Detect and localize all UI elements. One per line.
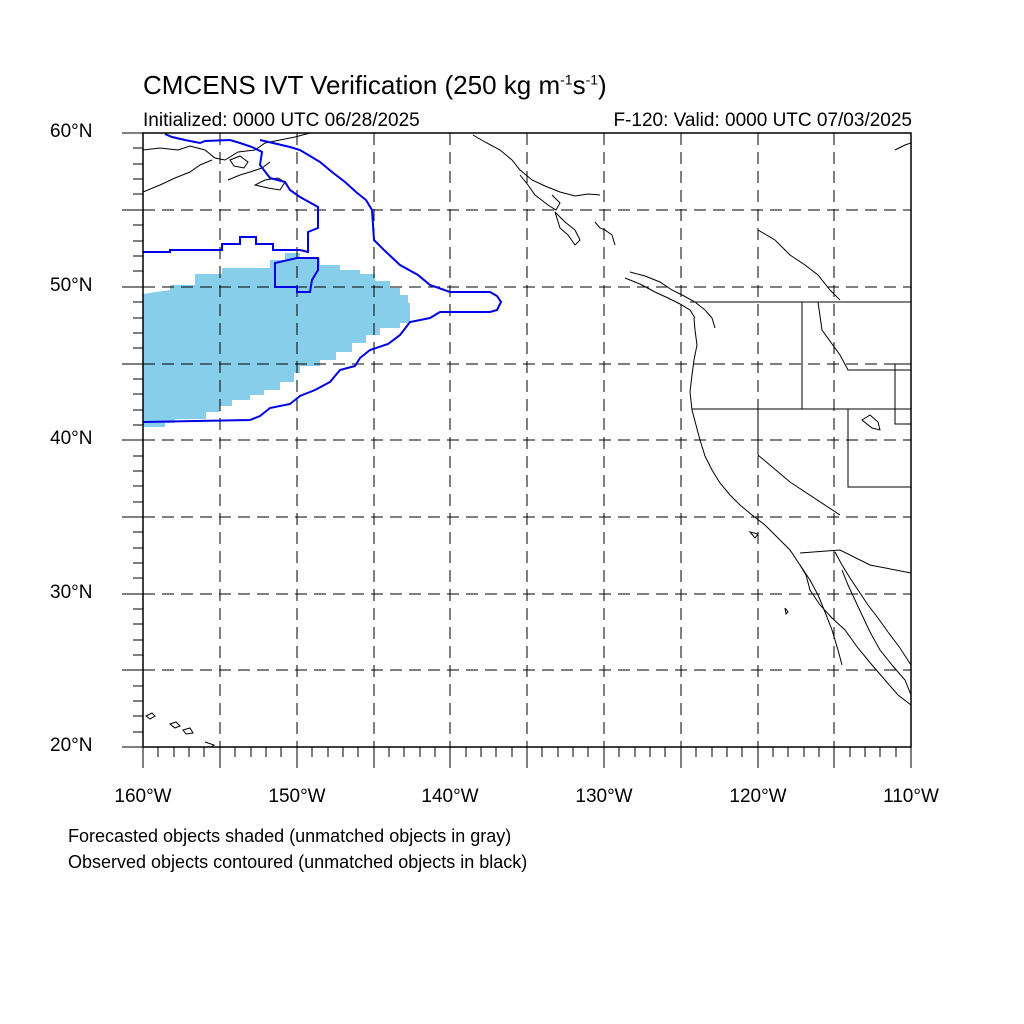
lon-label-120w: 120°W bbox=[729, 786, 787, 807]
observed-ivt-contour bbox=[143, 133, 503, 423]
title-prefix: CMCENS IVT Verification (250 kg m bbox=[143, 70, 561, 100]
forecast-note: Forecasted objects shaded (unmatched obj… bbox=[68, 826, 512, 846]
lon-label-110w: 110°W bbox=[883, 786, 939, 807]
title-sup-2: -1 bbox=[585, 71, 599, 88]
lat-label-20n: 20°N bbox=[50, 735, 93, 756]
title-mid: s bbox=[572, 70, 586, 100]
initialized-label: Initialized: 0000 UTC 06/28/2025 bbox=[143, 110, 420, 131]
lat-label-60n: 60°N bbox=[50, 121, 93, 142]
coastline bbox=[143, 133, 911, 747]
axis-ticks bbox=[122, 132, 912, 768]
title-sup-1: -1 bbox=[560, 71, 573, 88]
lon-label-130w: 130°W bbox=[575, 786, 633, 807]
lat-label-30n: 30°N bbox=[50, 582, 93, 603]
graticule bbox=[143, 133, 911, 747]
forecast-ivt-object bbox=[143, 253, 410, 427]
valid-time-label: F-120: Valid: 0000 UTC 07/03/2025 bbox=[613, 110, 912, 131]
lat-label-40n: 40°N bbox=[50, 428, 93, 449]
map-title: CMCENS IVT Verification (250 kg m-1s-1) bbox=[143, 70, 607, 101]
observed-note: Observed objects contoured (unmatched ob… bbox=[68, 852, 528, 872]
title-suffix: ) bbox=[598, 70, 607, 100]
lon-label-150w: 150°W bbox=[268, 786, 326, 807]
lon-label-160w: 160°W bbox=[114, 786, 172, 807]
lat-label-50n: 50°N bbox=[50, 275, 93, 296]
lon-label-140w: 140°W bbox=[421, 786, 479, 807]
